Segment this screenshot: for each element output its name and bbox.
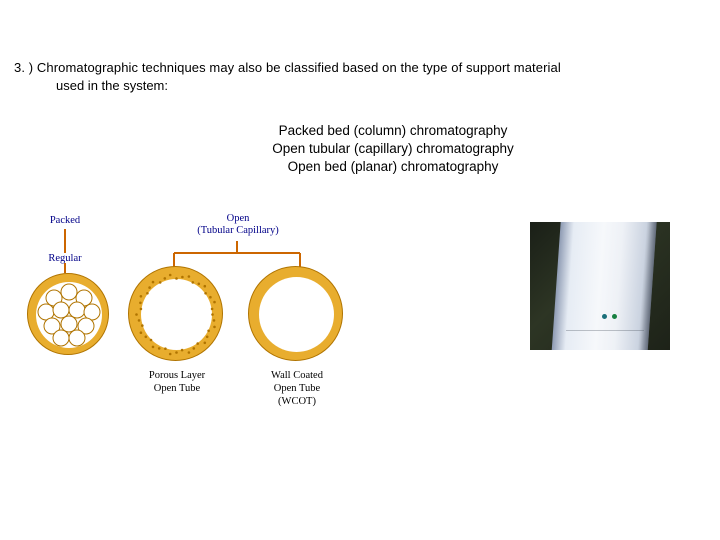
label-open-line2: (Tubular Capillary) [197, 225, 279, 236]
porous-dots-icon [129, 267, 224, 362]
label-open-line1: Open [227, 213, 250, 224]
packed-column-icon [27, 273, 109, 355]
caption-porous-l1: Porous Layer [149, 370, 205, 381]
type-packed: Packed bed (column) chromatography [263, 122, 523, 140]
label-packed: Packed [37, 215, 93, 226]
caption-porous: Porous Layer Open Tube [122, 369, 232, 395]
tlc-plate-photo [530, 222, 670, 350]
caption-wcot-l2: Open Tube [274, 383, 320, 394]
type-open-bed: Open bed (planar) chromatography [263, 158, 523, 176]
packing-beads-icon [28, 274, 110, 356]
caption-wcot-l3: (WCOT) [278, 396, 316, 407]
type-open-tubular: Open tubular (capillary) chromatography [263, 140, 523, 158]
caption-porous-l2: Open Tube [154, 383, 200, 394]
chromatography-type-list: Packed bed (column) chromatography Open … [263, 122, 523, 176]
label-open: Open (Tubular Capillary) [178, 213, 298, 237]
intro-line-2: used in the system: [56, 78, 168, 93]
column-cross-section-diagram: Packed Regular Open (Tubular Capillary) [18, 215, 378, 415]
caption-wcot-l1: Wall Coated [271, 370, 323, 381]
tlc-spot-1-icon [602, 314, 607, 319]
intro-line-1: 3. ) Chromatographic techniques may also… [14, 60, 561, 75]
tlc-origin-line-icon [566, 330, 644, 331]
porous-layer-column-icon [128, 266, 223, 361]
tlc-spot-2-icon [612, 314, 617, 319]
packed-connector-2-icon [64, 263, 66, 273]
packed-connector-1-icon [64, 229, 66, 253]
wall-coated-column-icon [248, 266, 343, 361]
caption-wcot: Wall Coated Open Tube (WCOT) [242, 369, 352, 408]
